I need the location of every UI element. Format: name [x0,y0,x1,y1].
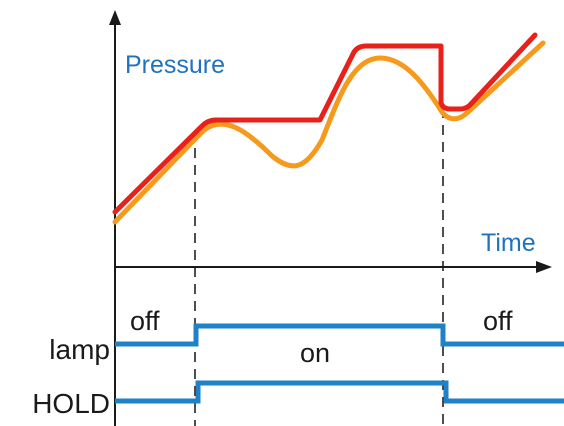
signal-name-lamp: lamp [49,334,110,365]
lamp-signal-line [115,323,564,347]
lamp-state-off-start: off [130,306,160,336]
x-axis-arrow [536,261,552,273]
lamp-state-on: on [300,338,330,368]
hold-signal-line [115,380,564,404]
y-axis-arrow [109,10,121,25]
lamp-state-off-end: off [483,306,513,336]
held-pressure-curve [112,32,538,215]
y-axis-label: Pressure [125,51,225,79]
signal-name-hold: HOLD [32,388,110,419]
actual-pressure-curve [112,40,546,225]
x-axis-label: Time [481,229,536,257]
